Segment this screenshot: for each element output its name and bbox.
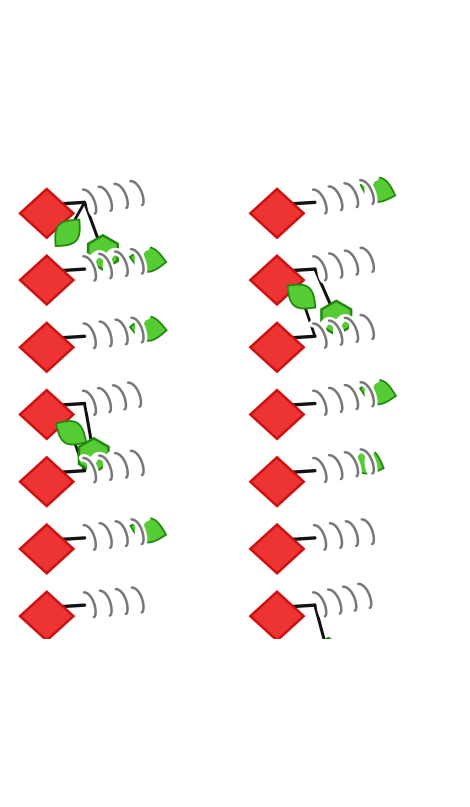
Polygon shape xyxy=(288,285,315,308)
Polygon shape xyxy=(313,638,343,672)
Polygon shape xyxy=(56,421,86,445)
Polygon shape xyxy=(20,525,73,573)
Polygon shape xyxy=(79,438,109,473)
Polygon shape xyxy=(20,189,73,238)
Polygon shape xyxy=(20,390,73,439)
Polygon shape xyxy=(321,301,351,335)
Polygon shape xyxy=(251,323,304,372)
Polygon shape xyxy=(20,323,73,372)
Polygon shape xyxy=(251,256,304,304)
Polygon shape xyxy=(251,189,304,238)
Polygon shape xyxy=(88,236,118,270)
Polygon shape xyxy=(20,458,73,506)
Polygon shape xyxy=(131,518,166,542)
Polygon shape xyxy=(251,525,304,573)
Polygon shape xyxy=(130,316,166,341)
Polygon shape xyxy=(251,390,304,439)
Polygon shape xyxy=(350,449,384,474)
Polygon shape xyxy=(130,248,166,272)
Polygon shape xyxy=(55,220,80,246)
Polygon shape xyxy=(20,592,73,641)
Polygon shape xyxy=(360,178,395,202)
Polygon shape xyxy=(251,458,304,506)
Polygon shape xyxy=(251,592,304,641)
Polygon shape xyxy=(20,256,73,304)
Polygon shape xyxy=(360,380,396,404)
